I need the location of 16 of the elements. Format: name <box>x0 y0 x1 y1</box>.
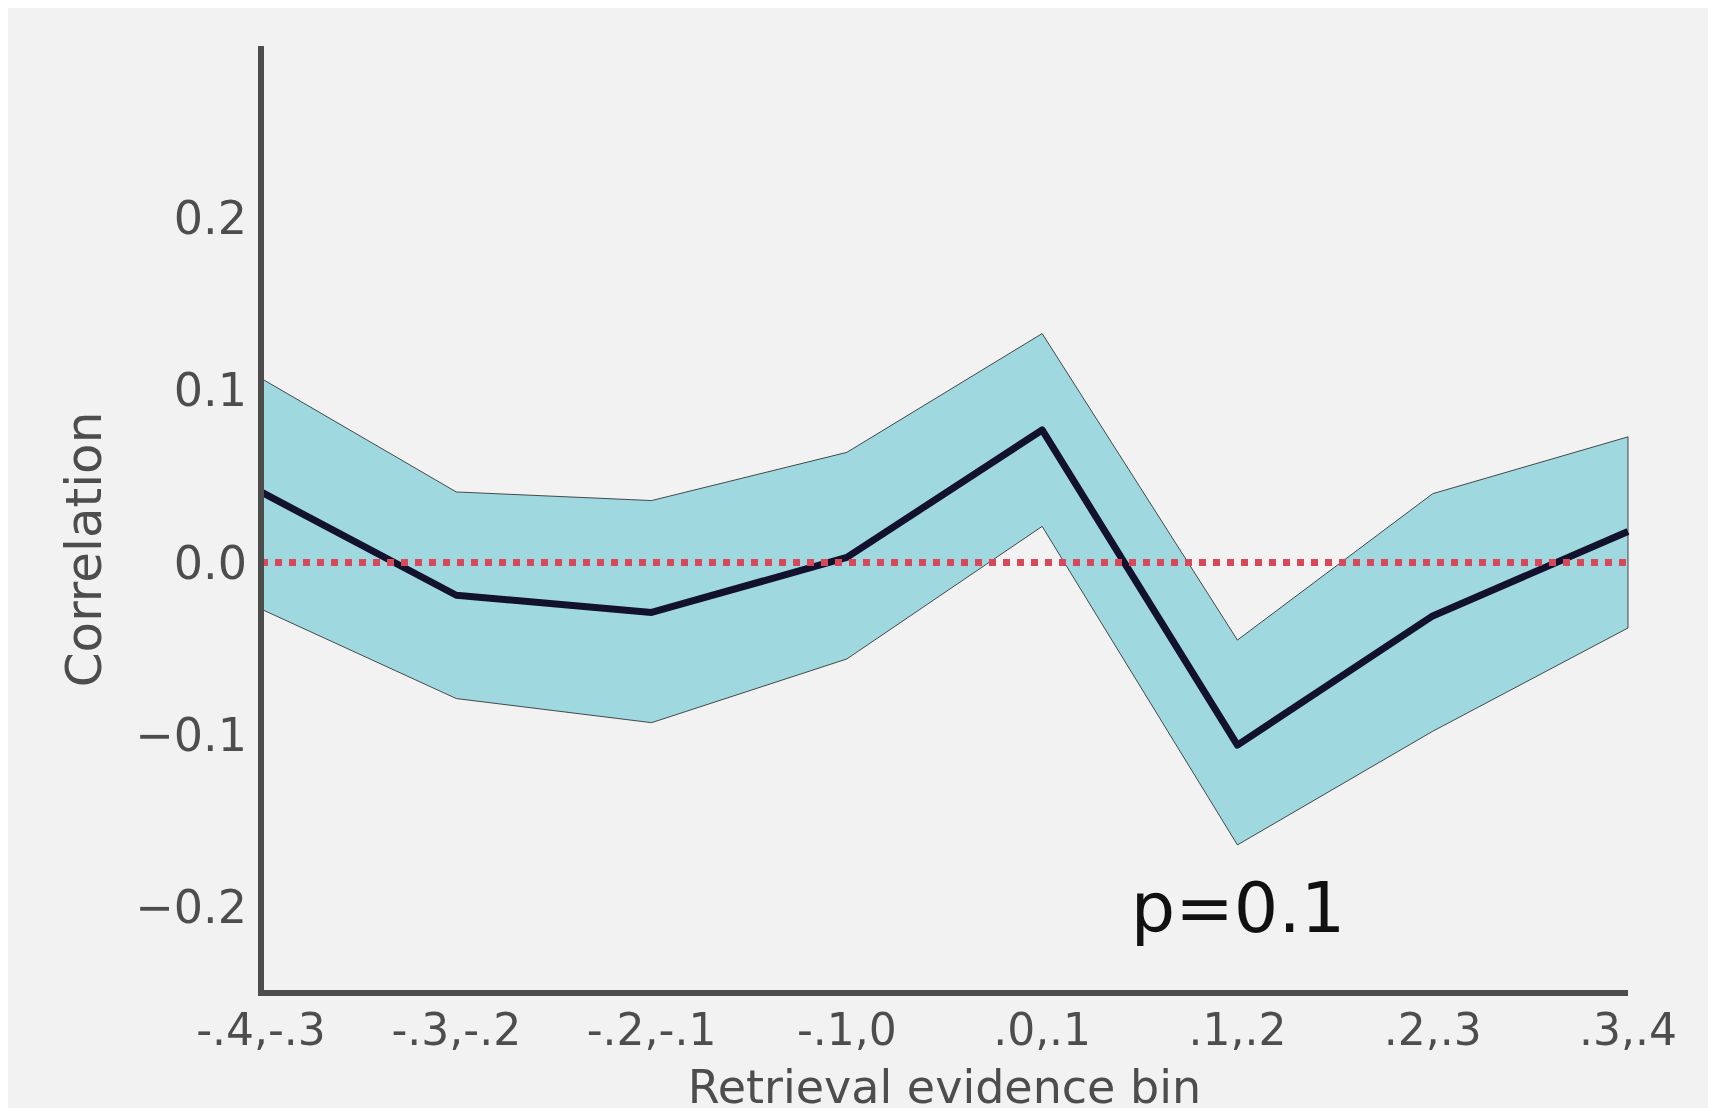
x-tick-label: .0,.1 <box>993 1004 1092 1055</box>
y-tick-label: 0.0 <box>173 535 247 590</box>
x-tick-label: .2,.3 <box>1383 1004 1482 1055</box>
x-tick-label: -.1,0 <box>796 1004 897 1055</box>
x-tick-label: .3,.4 <box>1579 1004 1677 1055</box>
y-tick-label: −0.2 <box>135 880 247 935</box>
y-tick-label: −0.1 <box>135 707 247 762</box>
y-tick-label: 0.2 <box>173 191 247 246</box>
y-axis-title: Correlation <box>55 411 113 688</box>
y-tick-label: 0.1 <box>173 363 247 418</box>
x-tick-label: -.4,-.3 <box>196 1004 326 1055</box>
annotation: p=0.1 <box>1130 866 1346 949</box>
x-tick-label: -.2,-.1 <box>586 1004 717 1055</box>
x-tick-label: .1,.2 <box>1188 1004 1287 1055</box>
x-axis-title: Retrieval evidence bin <box>687 1060 1202 1114</box>
x-tick-label: -.3,-.2 <box>391 1004 522 1055</box>
